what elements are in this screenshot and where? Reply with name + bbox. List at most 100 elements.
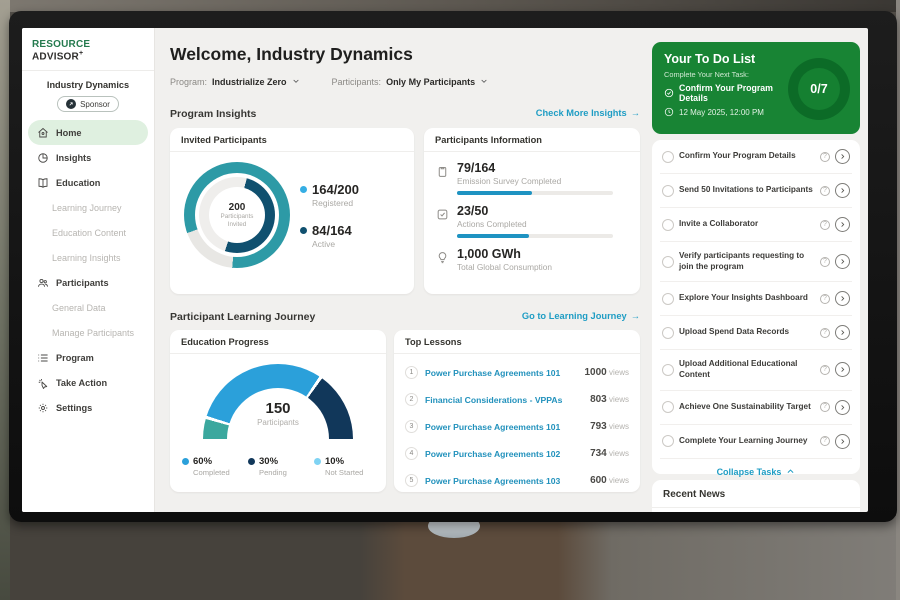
sidebar-item-participants[interactable]: Participants [22,270,154,295]
todo-item-complete-your-learning-journey[interactable]: Complete Your Learning Journey ? [660,425,852,459]
todo-list-card: Confirm Your Program Details ? Send 50 I… [652,140,860,477]
todo-item-confirm-your-program-details[interactable]: Confirm Your Program Details ? [660,140,852,174]
help-icon[interactable]: ? [820,151,830,162]
filters-bar: Program: Industrialize Zero Participants… [170,77,488,87]
info-label: Actions Completed [457,219,527,229]
sidebar-item-take-action[interactable]: Take Action [22,370,154,395]
todo-progress-value: 0/7 [798,68,840,110]
help-icon[interactable]: ? [820,293,830,304]
lesson-item[interactable]: 5 Power Purchase Agreements 103 600 view… [405,467,629,494]
todo-item-verify-participants-requesting-to-join-the-program[interactable]: Verify participants requesting to join t… [660,242,852,283]
task-checkbox[interactable] [662,435,674,448]
chevron-right-icon[interactable] [835,362,850,378]
todo-item-achieve-one-sustainability-target[interactable]: Achieve One Sustainability Target ? [660,391,852,425]
check-more-insights-link[interactable]: Check More Insights → [440,108,640,118]
chevron-right-icon[interactable] [835,399,850,415]
lesson-rank: 1 [405,366,418,379]
chevron-right-icon[interactable] [835,149,850,164]
sidebar-item-learning-journey[interactable]: Learning Journey [22,195,154,220]
sidebar-item-settings[interactable]: Settings [22,395,154,420]
chevron-down-icon [480,77,488,87]
education-legend: 60% Completed 30% Pending 10% Not Starte… [170,448,386,477]
sidebar-item-manage-participants[interactable]: Manage Participants [22,320,154,345]
help-icon[interactable]: ? [820,436,830,447]
task-checkbox[interactable] [662,218,674,231]
sidebar-item-general-data[interactable]: General Data [22,295,154,320]
info-value: 1,000 GWh [457,247,521,261]
chevron-right-icon[interactable] [835,291,850,307]
task-checkbox[interactable] [662,401,674,414]
legend-label: Pending [259,468,287,477]
task-checkbox[interactable] [662,363,674,376]
sidebar-item-program[interactable]: Program [22,345,154,370]
lesson-rank: 3 [405,420,418,433]
nav-label: Manage Participants [52,327,135,338]
todo-item-invite-a-collaborator[interactable]: Invite a Collaborator ? [660,208,852,242]
todo-item-upload-additional-educational-content[interactable]: Upload Additional Educational Content ? [660,350,852,391]
help-icon[interactable]: ? [820,256,830,267]
chevron-right-icon[interactable] [835,433,850,449]
progress-fill [457,234,529,238]
help-icon[interactable]: ? [820,219,830,230]
help-icon[interactable]: ? [820,327,830,338]
lesson-item[interactable]: 2 Financial Considerations - VPPAs 803 v… [405,386,629,413]
todo-item-send-50-invitations-to-participants[interactable]: Send 50 Invitations to Participants ? [660,174,852,208]
task-checkbox[interactable] [662,150,674,163]
info-value: 23/50 [457,204,489,218]
sidebar-item-home[interactable]: Home [28,120,148,146]
chevron-right-icon[interactable] [835,254,850,270]
lesson-item[interactable]: 3 Power Purchase Agreements 101 793 view… [405,413,629,440]
todo-summary-text: Your To Do List Complete Your Next Task:… [664,52,788,126]
lesson-link[interactable]: Power Purchase Agreements 102 [425,448,561,459]
participants-info-rows: 79/164 Emission Survey Completed 23/50 A… [424,152,640,281]
next-task-row[interactable]: Confirm Your Program Details [664,83,788,103]
progress-track [457,234,613,238]
task-checkbox[interactable] [662,255,674,268]
nav-label: Take Action [56,377,108,388]
lesson-link[interactable]: Power Purchase Agreements 101 [425,421,561,432]
todo-progress-ring: 0/7 [788,58,850,120]
lesson-views: 734 views [590,448,629,459]
help-icon[interactable]: ? [820,402,830,413]
gauge-center: 150 Participants [203,400,353,427]
due-date: 12 May 2025, 12:00 PM [679,107,764,117]
monitor-bezel: RESOURCE ADVISOR+ Industry Dynamics Spon… [9,11,897,522]
task-checkbox[interactable] [662,184,674,197]
participants-select[interactable]: Participants: Only My Participants [332,77,489,87]
sidebar-item-education-content[interactable]: Education Content [22,220,154,245]
task-checkbox[interactable] [662,326,674,339]
invited-count: 200 [228,201,246,213]
donut-gap-ring: 200 Participants Invited [195,173,279,257]
lesson-item[interactable]: 4 Power Purchase Agreements 102 734 view… [405,440,629,467]
lesson-link[interactable]: Power Purchase Agreements 103 [425,475,561,486]
help-icon[interactable]: ? [820,185,830,196]
legend-top: 60% [182,456,242,467]
lesson-link[interactable]: Power Purchase Agreements 101 [425,367,561,378]
sidebar-item-learning-insights[interactable]: Learning Insights [22,245,154,270]
active-ring: 200 Participants Invited [199,177,275,253]
chevron-right-icon[interactable] [835,217,850,232]
app-logo: RESOURCE ADVISOR+ [22,28,154,72]
checklist-icon [436,208,449,221]
todo-item-upload-spend-data-records[interactable]: Upload Spend Data Records ? [660,316,852,351]
org-name: Industry Dynamics [46,80,130,91]
invited-legend: 164/200 Registered 84/164 Active [300,182,359,249]
collapse-tasks-link[interactable]: Collapse Tasks [660,459,852,485]
sidebar-item-insights[interactable]: Insights [22,145,154,170]
task-checkbox[interactable] [662,292,674,305]
help-icon[interactable]: ? [820,364,830,375]
lesson-link[interactable]: Financial Considerations - VPPAs [425,394,563,405]
education-icon [36,176,49,189]
todo-item-explore-your-insights-dashboard[interactable]: Explore Your Insights Dashboard ? [660,282,852,317]
legend-dot [300,185,307,193]
arrow-right-icon: → [630,108,640,118]
go-to-learning-journey-link[interactable]: Go to Learning Journey → [440,311,640,321]
lesson-item[interactable]: 1 Power Purchase Agreements 101 1000 vie… [405,359,629,386]
chevron-right-icon[interactable] [835,183,850,198]
views-suffix: views [608,449,629,458]
invited-chart-area: 200 Participants Invited 164/200 Registe… [170,152,414,276]
sidebar-item-education[interactable]: Education [22,170,154,195]
chevron-right-icon[interactable] [835,325,850,341]
sponsor-badge[interactable]: Sponsor [57,96,119,113]
program-select[interactable]: Program: Industrialize Zero [170,77,300,87]
